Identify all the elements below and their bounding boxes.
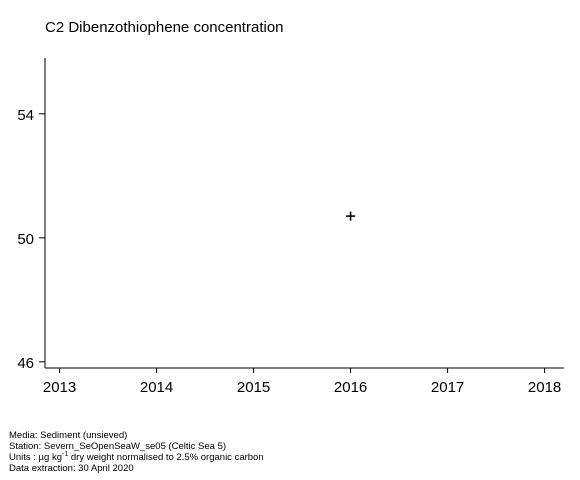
axis-ticks: 46 50 54 2013 2014 2015 2016 2017 2018 (17, 107, 561, 396)
footer-station: Station: Severn_SeOpenSeaW_se05 (Celtic … (9, 441, 227, 452)
chart-footer: Media: Sediment (unsieved) Station: Seve… (9, 430, 264, 474)
x-tick-label: 2016 (334, 379, 367, 396)
x-tick-label: 2015 (237, 379, 270, 396)
y-tick-label: 46 (17, 355, 34, 372)
y-tick-label: 54 (17, 107, 34, 124)
x-tick-label: 2013 (43, 379, 76, 396)
units-prefix: Units : µg kg (9, 452, 62, 463)
footer-media: Media: Sediment (unsieved) (9, 430, 128, 441)
units-suffix: dry weight normalised to 2.5% organic ca… (68, 452, 264, 463)
chart-title: C2 Dibenzothiophene concentration (45, 19, 284, 36)
data-points (346, 211, 356, 221)
y-tick-label: 50 (17, 231, 34, 248)
x-tick-label: 2018 (528, 379, 561, 396)
x-tick-label: 2014 (140, 379, 173, 396)
footer-extraction: Data extraction: 30 April 2020 (9, 463, 134, 474)
units-exponent: -1 (62, 451, 69, 458)
footer-units: Units : µg kg-1 dry weight normalised to… (9, 451, 264, 463)
x-tick-label: 2017 (431, 379, 464, 396)
data-point-marker (346, 211, 356, 221)
